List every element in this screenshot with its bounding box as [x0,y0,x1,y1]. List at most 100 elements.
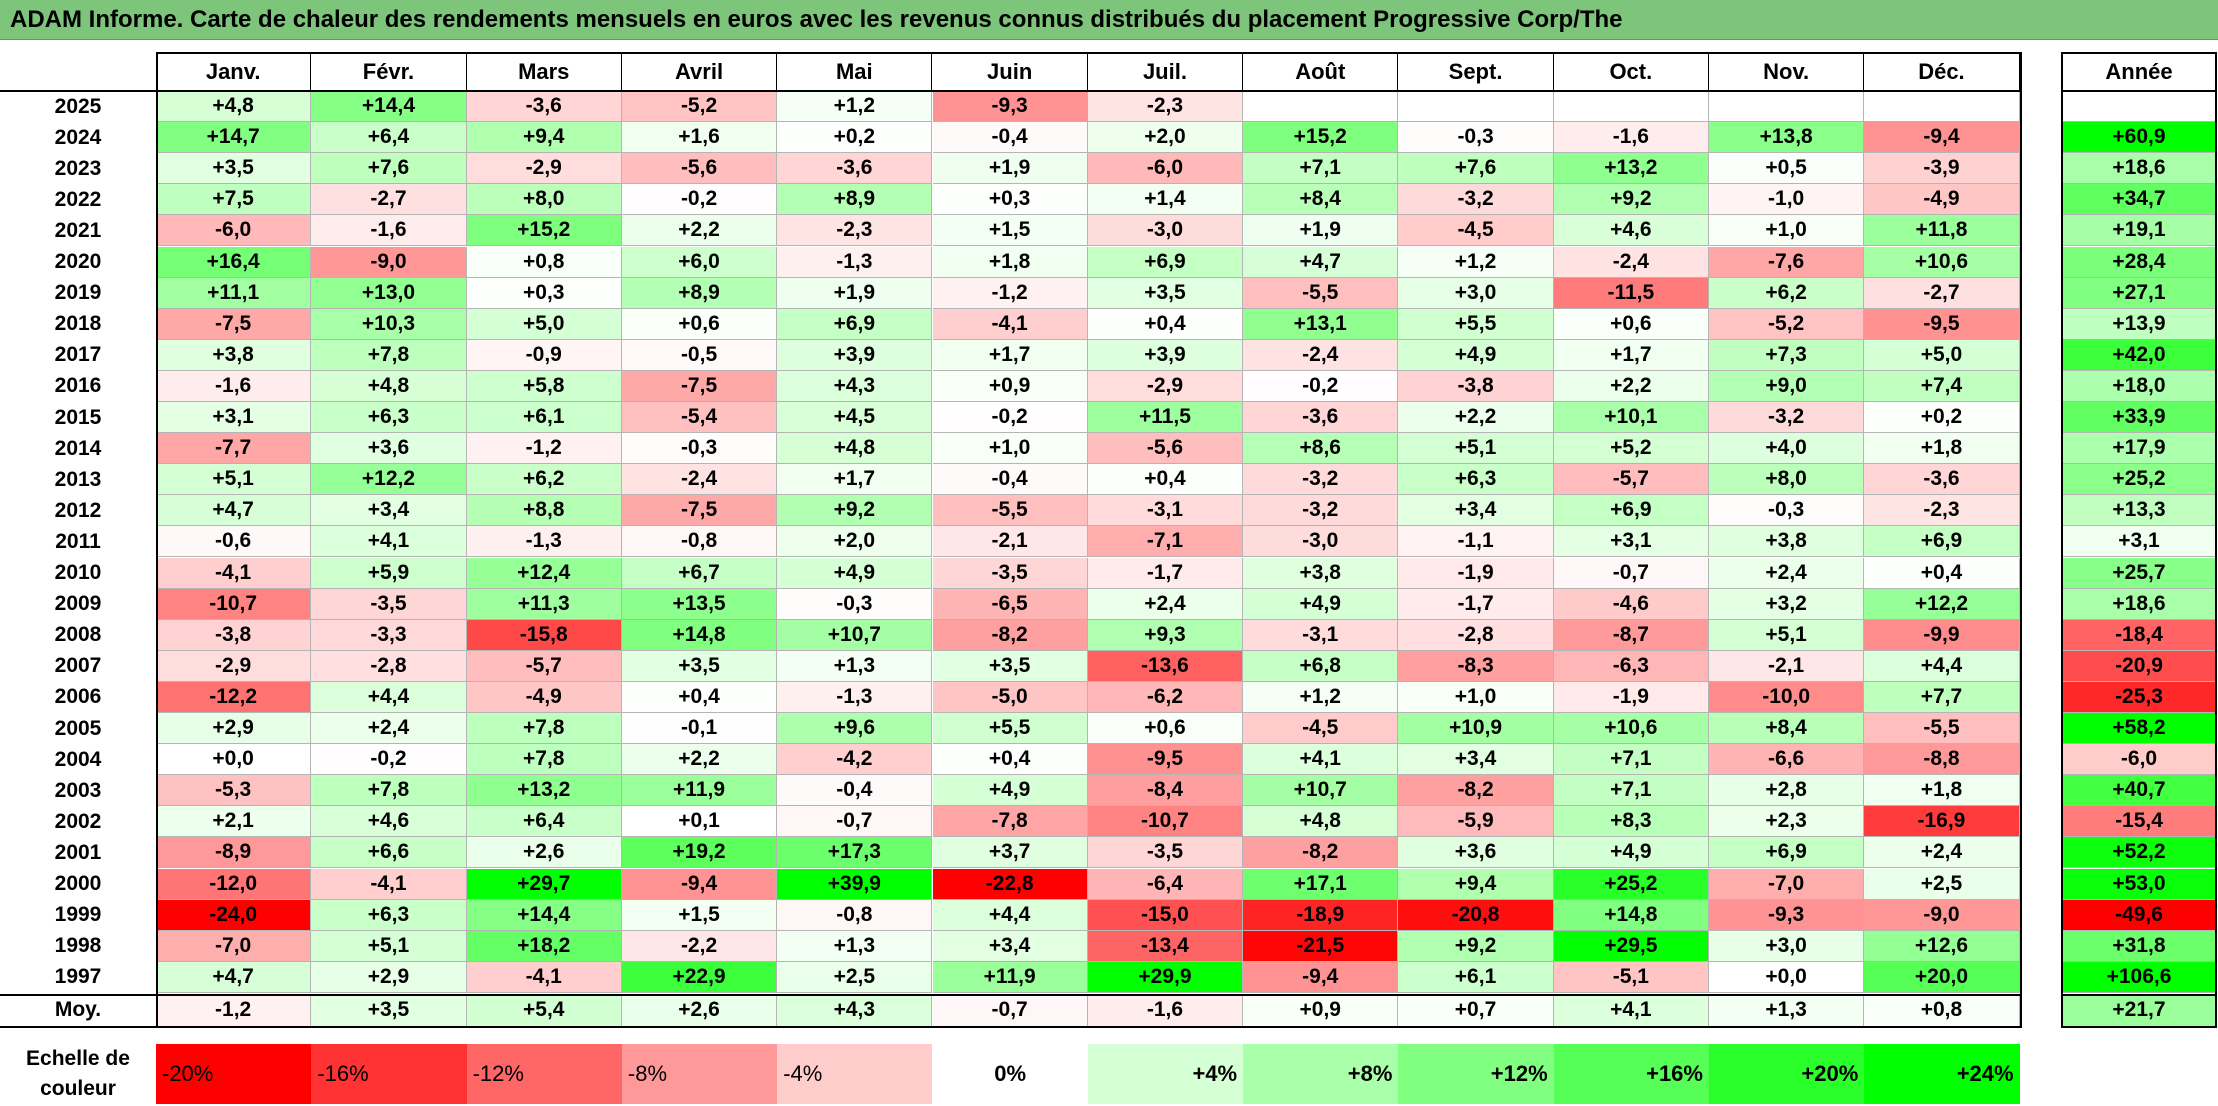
heatmap-cell: -4,9 [1864,184,2020,216]
heatmap-cell: +7,5 [156,184,312,216]
average-cell: +4,3 [777,994,933,1026]
color-scale-swatch: +16% [1553,1044,1709,1104]
heatmap-cell: -5,6 [621,153,778,185]
heatmap-cell: -9,0 [1864,899,2020,931]
heatmap-cell: +8,6 [1243,433,1399,465]
heatmap-cell: -9,4 [621,868,778,900]
heatmap-cell: +11,8 [1864,215,2020,247]
heatmap-cell: -3,9 [1864,153,2020,185]
heatmap-cell: +4,9 [777,557,933,589]
color-scale-swatch: +4% [1087,1044,1244,1104]
heatmap-cell: +0,6 [1087,713,1244,745]
heatmap-cell: +3,8 [1709,526,1865,558]
month-header-6: Juin [932,52,1088,91]
heatmap-cell: +7,6 [1398,153,1554,185]
heatmap-cell: +6,3 [311,899,467,931]
heatmap-cell: -3,2 [1398,184,1554,216]
heatmap-cell: +14,8 [1553,899,1709,931]
year-total-cell: +3,1 [2061,526,2217,558]
heatmap-cell: -9,3 [932,91,1088,123]
heatmap-cell: -3,5 [932,557,1088,589]
color-scale-swatch: +8% [1243,1044,1399,1104]
row-label: 2009 [0,588,156,620]
heatmap-cell: +1,0 [932,433,1088,465]
heatmap-cell: +14,4 [466,899,622,931]
heatmap-cell: +3,9 [1087,339,1244,371]
grid-left-border [156,52,158,1026]
heatmap-cell: +6,0 [621,246,778,278]
heatmap-cell: -2,4 [621,464,778,496]
heatmap-cell: -7,8 [932,806,1088,838]
chart-title: ADAM Informe. Carte de chaleur des rende… [0,0,2218,40]
heatmap-cell: +19,2 [621,837,778,869]
heatmap-cell: -4,1 [932,308,1088,340]
heatmap-cell: +6,3 [311,402,467,434]
year-total-cell: +13,9 [2061,308,2217,340]
heatmap-cell: +13,0 [311,277,467,309]
year-total-cell: +17,9 [2061,433,2217,465]
heatmap-cell: +10,6 [1864,246,2020,278]
heatmap-cell: +4,3 [777,370,933,402]
heatmap-cell: -3,6 [777,153,933,185]
heatmap-cell: -5,7 [466,650,622,682]
heatmap-cell: -18,9 [1243,899,1399,931]
heatmap-cell: +29,5 [1553,930,1709,962]
heatmap-cell: +4,1 [1243,744,1399,776]
heatmap-cell: +2,4 [1087,588,1244,620]
heatmap-cell: +3,4 [1398,495,1554,527]
month-header-2: Févr. [311,52,467,91]
row-label: 1999 [0,899,156,931]
average-cell: +1,3 [1709,994,1865,1026]
year-total-cell: +31,8 [2061,930,2217,962]
heatmap-cell: -20,8 [1398,899,1554,931]
heatmap-cell: +4,4 [932,899,1088,931]
heatmap-cell: -1,0 [1709,184,1865,216]
heatmap-cell: -3,6 [1243,402,1399,434]
heatmap-cell: +4,6 [1553,215,1709,247]
heatmap-cell: +7,4 [1864,370,2020,402]
heatmap-cell: +2,9 [156,713,312,745]
year-total-cell: +53,0 [2061,868,2217,900]
heatmap-cell: +1,7 [932,339,1088,371]
heatmap-cell: -1,3 [466,526,622,558]
heatmap-cell: +10,7 [1243,775,1399,807]
color-scale-swatch: -20% [156,1044,312,1104]
heatmap-cell: +0,8 [466,246,622,278]
year-total-header: Année [2061,52,2217,91]
heatmap-cell: +1,6 [621,122,778,154]
heatmap-cell: +0,4 [621,681,778,713]
color-scale-swatch: +20% [1709,1044,1865,1104]
heatmap-cell: +5,1 [156,464,312,496]
heatmap-cell: +15,2 [1243,122,1399,154]
month-header-4: Avril [621,52,778,91]
heatmap-cell: +3,5 [1087,277,1244,309]
year-total-cell: +18,0 [2061,370,2217,402]
heatmap-cell: +2,2 [621,744,778,776]
row-label: 2015 [0,402,156,434]
heatmap-cell: -1,9 [1553,681,1709,713]
heatmap-cell: +12,4 [466,557,622,589]
heatmap-cell: +4,9 [1243,588,1399,620]
heatmap-cell: -7,1 [1087,526,1244,558]
row-label: 2004 [0,744,156,776]
heatmap-cell: -5,4 [621,402,778,434]
heatmap-cell: +2,4 [1709,557,1865,589]
year-total-cell: +60,9 [2061,122,2217,154]
month-header-11: Nov. [1709,52,1865,91]
heatmap-cell [1398,91,1554,123]
heatmap-cell: +6,6 [311,837,467,869]
heatmap-cell: +4,6 [311,806,467,838]
heatmap-cell: -3,3 [311,619,467,651]
heatmap-cell: -2,8 [1398,619,1554,651]
heatmap-cell: +8,4 [1709,713,1865,745]
row-label: 2011 [0,526,156,558]
heatmap-cell: +6,7 [621,557,778,589]
heatmap-cell: +4,4 [1864,650,2020,682]
heatmap-cell: +11,5 [1087,402,1244,434]
heatmap-cell: +2,2 [1553,370,1709,402]
heatmap-cell: -6,5 [932,588,1088,620]
heatmap-cell: +12,2 [311,464,467,496]
heatmap-cell: +7,8 [311,775,467,807]
heatmap-cell: +1,4 [1087,184,1244,216]
heatmap-cell: +17,3 [777,837,933,869]
